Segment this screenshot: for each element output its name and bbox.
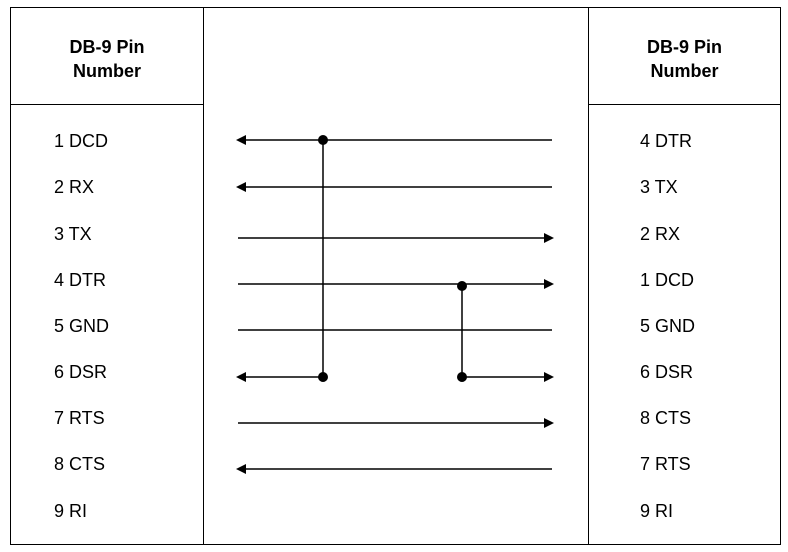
arrow-row-3-right bbox=[544, 233, 554, 243]
left-pin-5: 5 GND bbox=[54, 316, 110, 336]
arrow-row-6-left bbox=[236, 372, 246, 382]
arrow-row-7-right bbox=[544, 418, 554, 428]
right-pin-5: 5 GND bbox=[640, 316, 696, 336]
right-pin-6: 6 DSR bbox=[640, 362, 694, 382]
junction-dot-row-4 bbox=[457, 281, 467, 291]
arrow-row-4-right bbox=[544, 279, 554, 289]
left-header-divider bbox=[10, 104, 204, 105]
wiring-table bbox=[10, 7, 781, 545]
left-pin-2: 2 RX bbox=[54, 177, 95, 197]
left-header-line1: DB-9 Pin bbox=[69, 37, 145, 57]
left-pin-1: 1 DCD bbox=[54, 131, 109, 151]
left-pin-9: 9 RI bbox=[54, 501, 88, 521]
left-column-divider bbox=[203, 7, 204, 545]
left-pin-7: 7 RTS bbox=[54, 408, 105, 428]
junction-dot-row-1 bbox=[318, 135, 328, 145]
left-column-header: DB-9 Pin Number bbox=[10, 35, 204, 83]
junction-dot-row-6-right bbox=[457, 372, 467, 382]
right-column-header: DB-9 Pin Number bbox=[588, 35, 781, 83]
left-header-line2: Number bbox=[72, 61, 141, 81]
right-pin-9: 9 RI bbox=[640, 501, 674, 521]
arrow-row-2-left bbox=[236, 182, 246, 192]
right-header-divider bbox=[588, 104, 781, 105]
right-pin-1: 4 DTR bbox=[640, 131, 693, 151]
junction-dot-row-6-left bbox=[318, 372, 328, 382]
arrow-row-1-left bbox=[236, 135, 246, 145]
right-pin-2: 3 TX bbox=[640, 177, 678, 197]
arrow-row-6-right bbox=[544, 372, 554, 382]
left-pin-4: 4 DTR bbox=[54, 270, 107, 290]
left-pin-6: 6 DSR bbox=[54, 362, 108, 382]
arrow-row-8-left bbox=[236, 464, 246, 474]
right-pin-4: 1 DCD bbox=[640, 270, 695, 290]
right-header-line2: Number bbox=[650, 61, 719, 81]
left-pin-8: 8 CTS bbox=[54, 454, 106, 474]
right-header-line1: DB-9 Pin bbox=[646, 37, 722, 57]
right-pin-7: 8 CTS bbox=[640, 408, 692, 428]
right-pin-8: 7 RTS bbox=[640, 454, 691, 474]
right-pin-3: 2 RX bbox=[640, 224, 681, 244]
right-column-divider bbox=[588, 7, 589, 545]
left-pin-3: 3 TX bbox=[54, 224, 92, 244]
